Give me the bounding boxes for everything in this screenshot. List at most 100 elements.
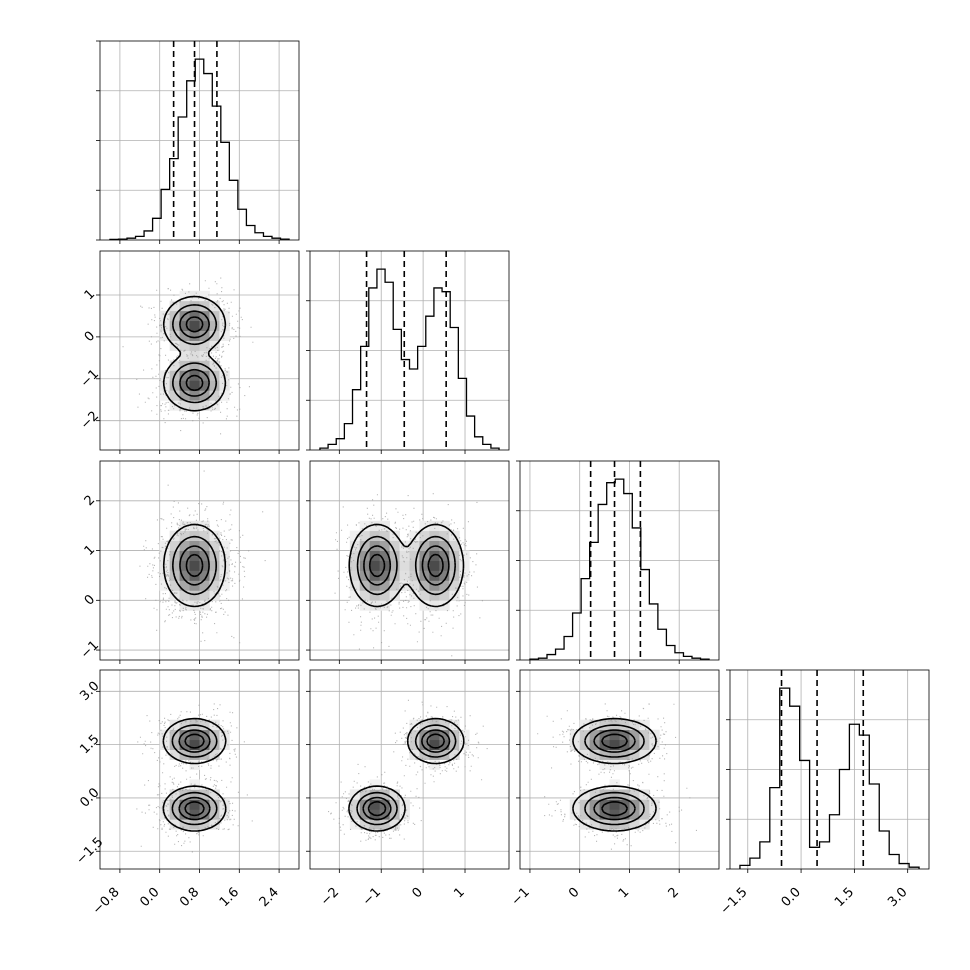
contour-level-2 bbox=[178, 729, 211, 821]
density-cell bbox=[429, 560, 440, 571]
density-cell bbox=[429, 739, 440, 750]
density-cell bbox=[629, 719, 640, 731]
density-cell bbox=[589, 819, 600, 830]
density-cell bbox=[159, 739, 171, 750]
density-cell bbox=[429, 590, 440, 601]
density-cell bbox=[209, 300, 220, 312]
density-cell bbox=[169, 749, 180, 760]
contour-level-1 bbox=[172, 304, 218, 404]
density-cell bbox=[619, 749, 630, 760]
density-cell bbox=[199, 570, 210, 581]
x-tick-label: 0 bbox=[409, 885, 425, 901]
panel-frame bbox=[519, 669, 720, 870]
density-cell bbox=[629, 819, 640, 830]
density-cell bbox=[179, 310, 190, 322]
density-cell bbox=[359, 590, 371, 601]
density-cell bbox=[609, 739, 620, 750]
density-cell bbox=[449, 540, 460, 551]
density-cell bbox=[349, 540, 361, 551]
density-cell bbox=[349, 530, 361, 541]
density-cell bbox=[189, 749, 200, 760]
density-cell bbox=[219, 390, 230, 401]
panel-frame bbox=[309, 250, 510, 451]
contour-level-1 bbox=[356, 724, 457, 826]
density-cell bbox=[639, 789, 650, 800]
density-cell bbox=[429, 759, 440, 770]
density-cell bbox=[599, 719, 610, 731]
y-tick-label: 3.0 bbox=[77, 679, 102, 704]
density-cell bbox=[429, 550, 440, 561]
density-cell bbox=[589, 809, 600, 820]
histogram-3 bbox=[739, 687, 920, 869]
contour-level-2 bbox=[593, 729, 636, 821]
density-cell bbox=[169, 530, 180, 541]
density-cell bbox=[409, 719, 420, 731]
panel-plot-area bbox=[100, 461, 299, 660]
density-cell bbox=[459, 550, 470, 561]
density-cell bbox=[629, 729, 640, 741]
density-cell bbox=[179, 390, 190, 401]
density-cell bbox=[439, 580, 450, 591]
density-cell bbox=[359, 570, 371, 581]
density-cell bbox=[349, 570, 361, 581]
density-cell bbox=[379, 590, 390, 601]
panel-frame bbox=[309, 460, 510, 661]
density-cell bbox=[639, 749, 650, 760]
density-cell bbox=[199, 550, 210, 561]
density-cell bbox=[209, 320, 220, 331]
density-cell bbox=[219, 330, 230, 341]
density-cell bbox=[369, 779, 381, 790]
density-cell bbox=[609, 759, 620, 770]
scatter-points bbox=[122, 277, 254, 435]
panel-frame bbox=[99, 250, 300, 451]
panel-plot-area bbox=[100, 251, 299, 450]
density-cell bbox=[169, 360, 180, 371]
density-cell bbox=[629, 749, 640, 760]
contour-level-3 bbox=[601, 733, 629, 817]
contour-level-0 bbox=[348, 717, 465, 832]
density-cell bbox=[449, 580, 460, 591]
panel-2-1 bbox=[306, 460, 510, 664]
x-tick-label: 1.5 bbox=[832, 885, 857, 910]
panel-3-2: −1 0 1 2 bbox=[509, 669, 720, 909]
y-tick-label: 0.0 bbox=[77, 785, 102, 810]
contour-level-0 bbox=[348, 523, 465, 608]
density-cell bbox=[199, 300, 210, 312]
density-cell bbox=[179, 350, 190, 361]
y-tick-label: 0 bbox=[82, 329, 98, 345]
x-tick-label: 0 bbox=[566, 885, 582, 901]
density-cell bbox=[179, 560, 190, 571]
y-tick-label: 1.5 bbox=[77, 732, 102, 757]
density-cell bbox=[179, 540, 190, 551]
density-cell bbox=[169, 719, 180, 731]
density-cell bbox=[579, 739, 591, 750]
density-cell bbox=[189, 600, 200, 611]
density-cell bbox=[189, 310, 200, 322]
density-cell bbox=[209, 380, 220, 391]
contour-level-2 bbox=[362, 729, 451, 821]
density-cell bbox=[199, 350, 210, 361]
contour-level-2 bbox=[179, 310, 210, 397]
density-cell bbox=[439, 560, 450, 571]
density-cell bbox=[609, 799, 620, 810]
density-cell bbox=[159, 390, 171, 401]
density-cell bbox=[189, 789, 200, 800]
scatter-points bbox=[328, 699, 488, 842]
x-tick-label: 1.6 bbox=[217, 885, 242, 910]
density-cell bbox=[179, 330, 190, 341]
density-cell bbox=[169, 799, 180, 810]
density-cell bbox=[419, 739, 430, 750]
density-cell bbox=[189, 360, 200, 371]
density-cell bbox=[159, 540, 171, 551]
density-cell bbox=[169, 540, 180, 551]
panel-frame bbox=[729, 669, 930, 870]
density-cell bbox=[169, 560, 180, 571]
density-cell bbox=[369, 799, 381, 810]
density-cell bbox=[629, 799, 640, 810]
density-cell bbox=[359, 789, 371, 800]
density-cell bbox=[189, 590, 200, 601]
density-cell bbox=[209, 540, 220, 551]
density-cell bbox=[179, 290, 190, 302]
density-cell bbox=[169, 739, 180, 750]
x-tick-label: −1.5 bbox=[718, 885, 751, 918]
